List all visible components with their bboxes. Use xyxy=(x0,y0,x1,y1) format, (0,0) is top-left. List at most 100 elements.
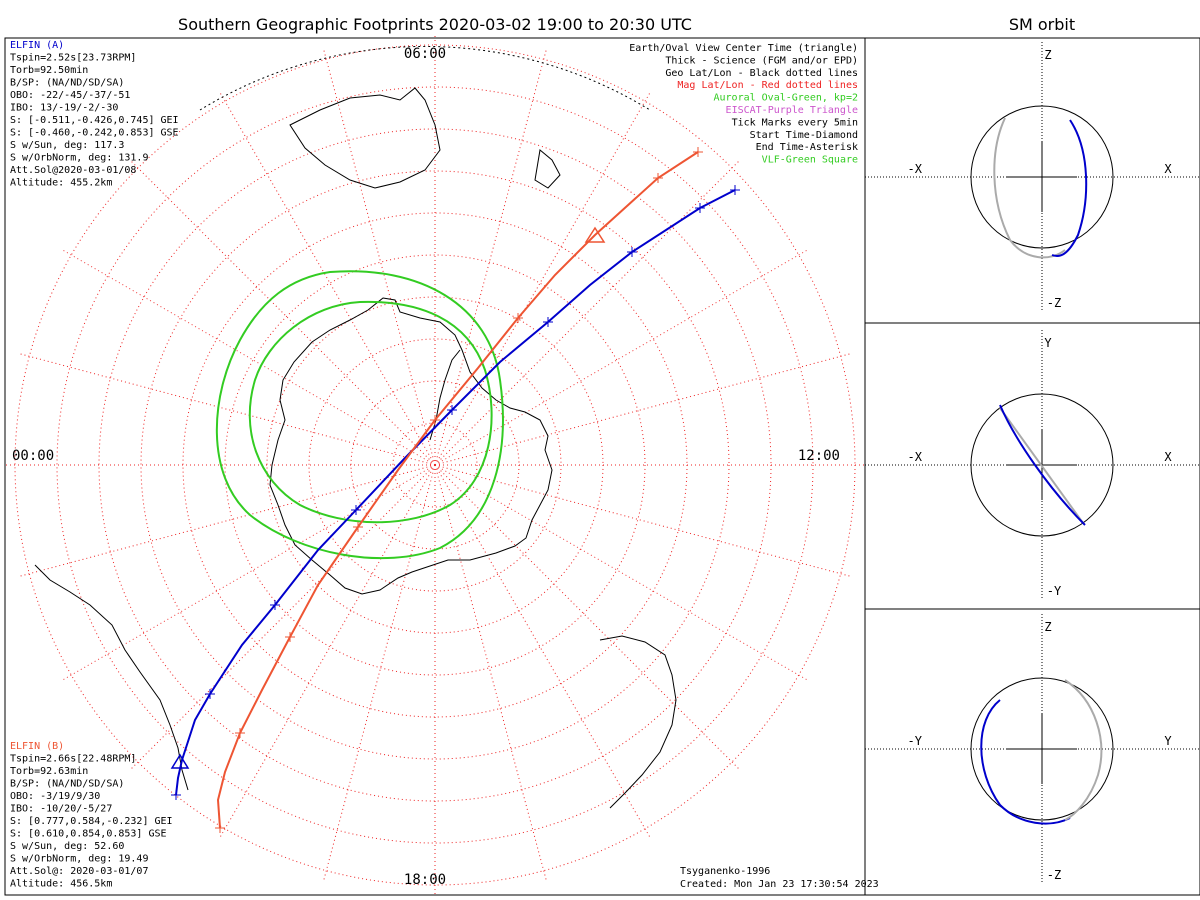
sm-orbit-panels: -X X Z -Z -X X Y -Y -Y Y Z -Z xyxy=(865,42,1200,884)
satellite-info-line: S: [0.777,0.584,-0.232] GEI xyxy=(10,816,173,827)
orbit-arc xyxy=(1051,119,1088,257)
elfin-a-center-triangle xyxy=(170,753,190,769)
mag-lon-line xyxy=(130,160,436,466)
satellite-info-line: Torb=92.63min xyxy=(10,766,88,777)
elfin-a-tick xyxy=(447,405,457,415)
satellite-info-line: Altitude: 456.5km xyxy=(10,879,112,890)
elfin-b-tick xyxy=(430,415,440,425)
legend-item: Earth/Oval View Center Time (triangle) xyxy=(629,43,858,54)
axis-label-neg-h: -X xyxy=(908,162,923,176)
satellite-info-line: OBO: -3/19/9/30 xyxy=(10,791,100,802)
satellite-info-line: B/SP: (NA/ND/SD/SA) xyxy=(10,779,124,790)
elfin-a-tick xyxy=(543,317,553,327)
mag-lat-circle xyxy=(224,254,646,676)
orbit-arc xyxy=(999,404,1086,526)
mlt-label-18: 18:00 xyxy=(404,872,446,888)
mag-latlon-grid xyxy=(5,35,865,895)
elfin-b-tick xyxy=(285,632,295,642)
legend-item: End Time-Asterisk xyxy=(756,142,858,153)
orbit-panel-2: -X X Y -Y xyxy=(865,330,1200,600)
legend-item: EISCAT-Purple Triangle xyxy=(726,105,858,116)
mag-lon-line xyxy=(130,464,436,770)
axis-label-pos-h: X xyxy=(1164,450,1172,464)
axis-label-pos-h: Y xyxy=(1164,734,1172,748)
legend-item: Auroral Oval-Green, kp=2 xyxy=(714,93,859,104)
satellite-info-line: S w/OrbNorm, deg: 19.49 xyxy=(10,854,148,865)
africa-coast xyxy=(599,635,677,809)
mag-lat-circle xyxy=(140,170,730,760)
south-america-coast xyxy=(34,564,189,791)
orbit-frame xyxy=(864,37,1200,896)
legend-item: Mag Lat/Lon - Red dotted lines xyxy=(677,80,858,91)
mag-lat-circle xyxy=(56,86,814,844)
elfin-b-tick xyxy=(235,728,245,738)
elfin-b-info: ELFIN (B) Tspin=2.66s[22.48RPM]Torb=92.63… xyxy=(10,741,173,890)
footprint-tracks xyxy=(170,147,740,833)
elfin-b-track xyxy=(216,151,699,829)
mag-lat-circle xyxy=(308,338,562,592)
mlt-label-12: 12:00 xyxy=(798,448,840,464)
elfin-b-center-triangle xyxy=(584,226,606,243)
elfin-a-tick xyxy=(627,247,637,257)
orbit-panel-1: -X X Z -Z xyxy=(865,42,1200,312)
axis-label-neg-v: -Z xyxy=(1047,868,1061,882)
satellite-info-line: Att.Sol@2020-03-01/08 xyxy=(10,165,136,176)
mag-lon-line xyxy=(434,160,740,466)
chart-title: Southern Geographic Footprints 2020-03-0… xyxy=(178,15,692,34)
satellite-info-line: Altitude: 455.2km xyxy=(10,178,112,189)
satellite-info-line: S w/OrbNorm, deg: 131.9 xyxy=(10,153,148,164)
satellite-info-line: IBO: 13/-19/-2/-30 xyxy=(10,103,118,114)
auroral-oval-outer xyxy=(215,270,504,560)
elfin-b-tick xyxy=(513,313,523,323)
created-label: Created: Mon Jan 23 17:30:54 2023 xyxy=(680,879,879,890)
model-label: Tsyganenko-1996 xyxy=(680,866,770,877)
mag-lon-line xyxy=(434,464,651,838)
mag-lon-line xyxy=(434,464,808,681)
satellite-info-line: S w/Sun, deg: 117.3 xyxy=(10,140,124,151)
satellite-info-line: S: [-0.460,-0.242,0.853] GSE xyxy=(10,128,179,139)
elfin-a-tick xyxy=(205,689,215,699)
mlt-label-00: 00:00 xyxy=(12,448,54,464)
earth-limb xyxy=(199,45,651,111)
orbit-arc xyxy=(1064,679,1103,821)
satellite-info-line: Tspin=2.66s[22.48RPM] xyxy=(10,754,136,765)
satellite-name: ELFIN (A) xyxy=(10,40,64,51)
axis-label-pos-v: Z xyxy=(1044,620,1051,634)
orbit-arc xyxy=(999,407,1084,524)
satellite-info-line: S: [0.610,0.854,0.853] GSE xyxy=(10,829,167,840)
elfin-b-tick xyxy=(653,173,663,183)
australia-coast xyxy=(289,87,441,189)
mag-lon-line xyxy=(434,464,851,577)
antarctica-coast xyxy=(269,297,553,595)
satellite-info-line: B/SP: (NA/ND/SD/SA) xyxy=(10,78,124,89)
auroral-oval-inner xyxy=(248,300,493,524)
polar-map xyxy=(5,35,865,895)
mlt-label-06: 06:00 xyxy=(404,46,446,62)
elfin-a-tick xyxy=(351,505,361,515)
mag-lon-line xyxy=(434,92,651,466)
elfin-a-tick xyxy=(270,600,280,610)
axis-label-pos-h: X xyxy=(1164,162,1172,176)
elfin-b-tick xyxy=(693,147,703,157)
axis-label-neg-h: -Y xyxy=(908,734,923,748)
elfin-a-tick xyxy=(695,203,705,213)
new-zealand-coast xyxy=(534,149,561,189)
mag-lon-line xyxy=(323,49,436,466)
satellite-info-line: Torb=92.50min xyxy=(10,65,88,76)
elfin-b-tick xyxy=(353,522,363,532)
orbit-title: SM orbit xyxy=(1009,15,1075,34)
elfin-a-tick xyxy=(730,185,740,195)
legend-item: VLF-Green Square xyxy=(762,155,858,166)
legend-item: Start Time-Diamond xyxy=(750,130,858,141)
mag-lon-line xyxy=(62,249,436,466)
legend: Earth/Oval View Center Time (triangle)Th… xyxy=(629,43,858,166)
legend-item: Thick - Science (FGM and/or EPD) xyxy=(665,55,858,66)
legend-item: Geo Lat/Lon - Black dotted lines xyxy=(665,68,858,79)
axis-label-neg-v: -Z xyxy=(1047,296,1061,310)
mag-lat-circle xyxy=(392,422,478,508)
orbit-arc xyxy=(980,699,1071,825)
orbit-panel-3: -Y Y Z -Z xyxy=(865,614,1200,884)
axis-label-neg-h: -X xyxy=(908,450,923,464)
satellite-info-line: IBO: -10/20/-5/27 xyxy=(10,804,112,815)
elfin-a-tick xyxy=(171,790,181,800)
